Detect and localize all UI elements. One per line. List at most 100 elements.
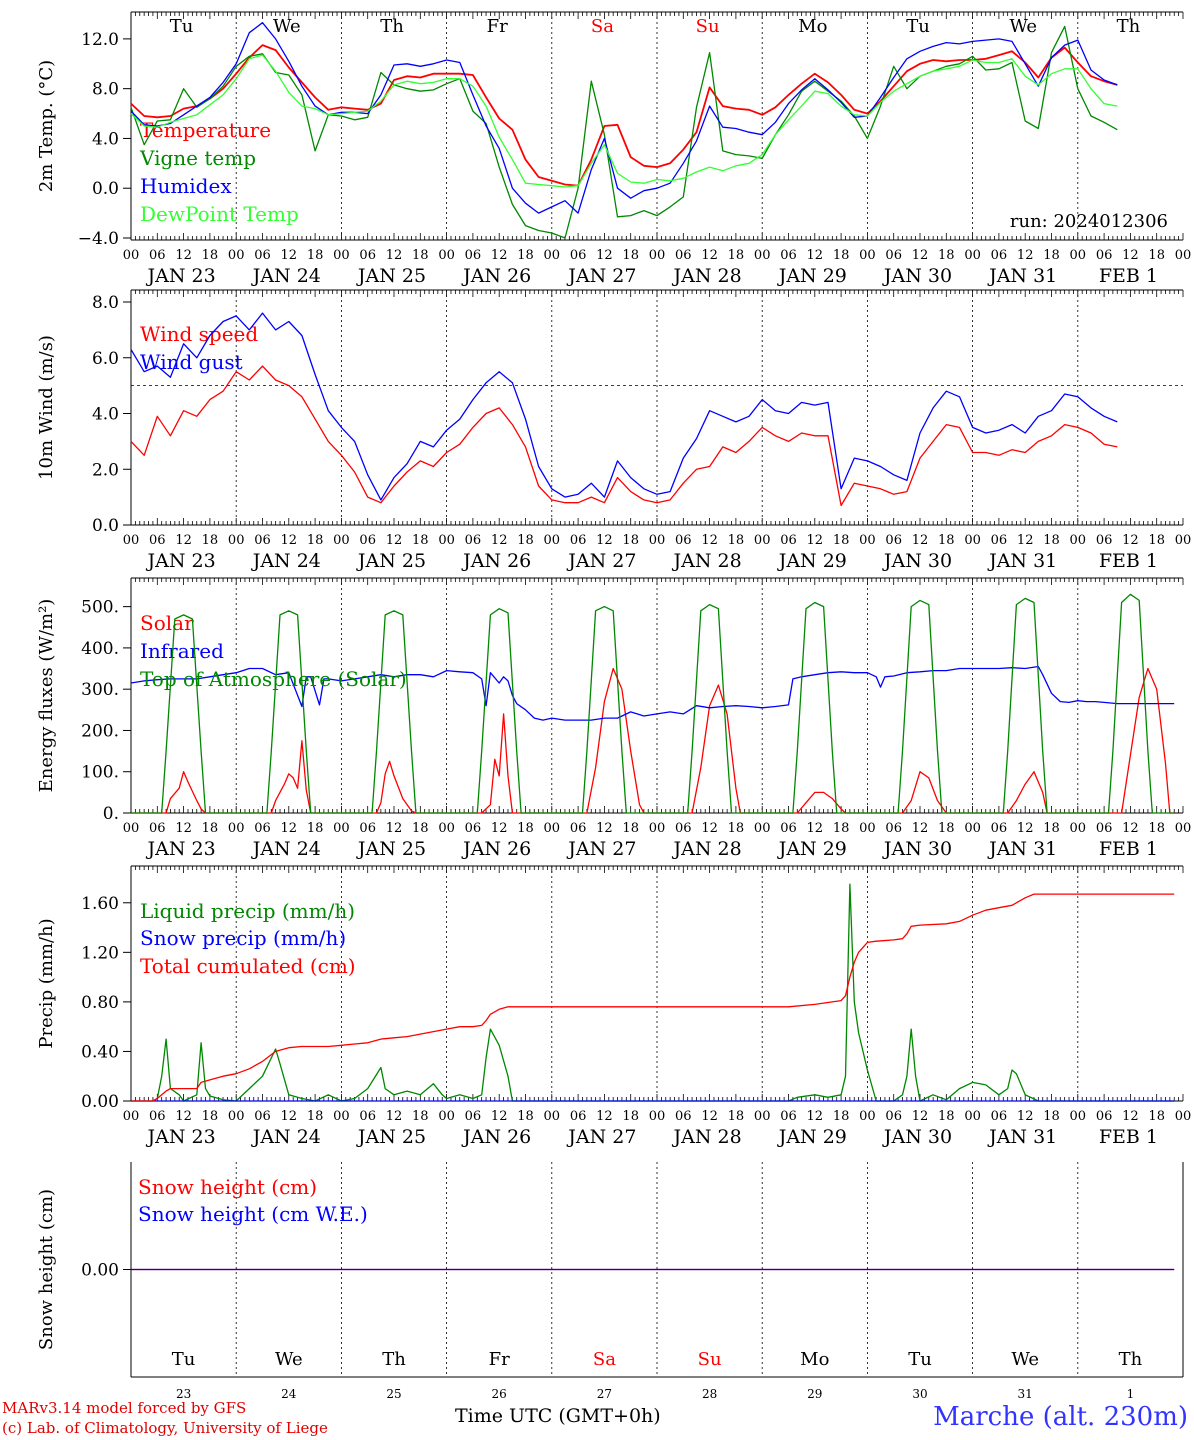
hour-tick-label: 06 [991,1109,1008,1124]
y-tick-label: 12.0 [81,30,119,50]
series-line-vigne-temp [130,25,1118,239]
date-label: JAN 31 [987,550,1057,572]
hour-tick-label: 00 [544,248,561,263]
hour-tick-label: 06 [1096,821,1113,836]
day-number-label: 1 [1127,1387,1135,1401]
hour-tick-label: 12 [491,1109,508,1124]
hour-tick-label: 18 [938,821,955,836]
hour-tick-label: 12 [491,248,508,263]
hour-tick-label: 12 [1017,248,1034,263]
y-tick-label: 8.0 [92,293,119,313]
hour-tick-label: 06 [570,248,587,263]
hour-tick-label: 06 [465,1109,482,1124]
day-abbr-label: We [273,16,301,37]
hour-tick-label: 00 [438,533,455,548]
hour-tick-label: 00 [754,1109,771,1124]
hour-tick-label: 12 [912,821,929,836]
hour-tick-label: 06 [359,533,376,548]
hour-tick-label: 00 [123,533,140,548]
hour-tick-label: 06 [780,1109,797,1124]
y-tick-label: 4.0 [92,405,119,425]
date-label: JAN 27 [566,265,636,287]
series-line-solar [131,667,1175,814]
hour-tick-label: 12 [807,248,824,263]
y-tick-label: 0.0 [92,179,119,199]
day-number-label: 31 [1018,1387,1033,1401]
date-label: JAN 30 [882,1126,952,1148]
day-number-label: 25 [386,1387,401,1401]
day-abbr-label: Mo [798,16,827,37]
date-label: JAN 23 [146,838,216,860]
date-label: JAN 31 [987,838,1057,860]
date-label: JAN 30 [882,838,952,860]
date-label: FEB 1 [1099,550,1158,572]
panel-precip: 00 06 12 18 00 06 12 18 00 06 12 18 00 06 12 18 00 06 12 18… [36,865,1191,1148]
date-label: JAN 27 [566,550,636,572]
hour-tick-label: 18 [728,248,745,263]
date-label: FEB 1 [1099,838,1158,860]
hour-tick-label: 06 [991,248,1008,263]
hour-tick-label: 06 [149,533,166,548]
date-label: JAN 25 [356,265,426,287]
hour-tick-label: 00 [438,248,455,263]
hour-tick-label: 18 [412,821,429,836]
hour-tick-label: 06 [359,1109,376,1124]
hour-tick-label: 06 [675,821,692,836]
hour-tick-label: 00 [228,821,245,836]
date-label: FEB 1 [1099,265,1158,287]
hour-tick-label: 18 [517,821,534,836]
hour-tick-label: 12 [386,821,403,836]
hour-tick-label: 18 [622,248,639,263]
credit-line-2: (c) Lab. of Climatology, University of L… [2,1419,328,1437]
hour-tick-label: 00 [333,248,350,263]
hour-tick-label: 12 [491,821,508,836]
hour-tick-label: 18 [622,821,639,836]
day-abbr-label: Sa [591,16,614,37]
hour-tick-label: 12 [175,248,192,263]
hour-tick-label: 06 [675,533,692,548]
date-label: JAN 25 [356,550,426,572]
hour-tick-label: 00 [544,821,561,836]
credit-line-1: MARv3.14 model forced by GFS [2,1399,247,1417]
hour-tick-label: 00 [964,533,981,548]
hour-tick-label: 12 [175,1109,192,1124]
hour-tick-label: 18 [833,1109,850,1124]
series-line-dewpoint-temp [130,54,1118,188]
legend-entry: Humidex [140,174,232,198]
hour-tick-label: 00 [333,533,350,548]
hour-tick-label: 06 [149,248,166,263]
hour-tick-label: 00 [1175,248,1192,263]
day-abbr-label: Th [380,16,404,37]
day-number-label: 28 [702,1387,717,1401]
date-label: JAN 26 [461,1126,531,1148]
hour-tick-label: 12 [701,533,718,548]
day-abbr-label: Th [1117,16,1141,37]
hour-tick-label: 12 [596,821,613,836]
hour-tick-label: 00 [964,248,981,263]
hour-tick-label: 00 [859,533,876,548]
series-line-liquid-precip-mm-h [131,883,1175,1102]
hour-tick-label: 00 [859,1109,876,1124]
hour-tick-label: 00 [333,1109,350,1124]
hour-tick-label: 12 [596,1109,613,1124]
y-tick-label: 2.0 [92,460,119,480]
hour-tick-label: 12 [1017,821,1034,836]
panel-wind: 00 06 12 18 00 06 12 18 00 06 12 18 00 06 12 18 00 06 12 18… [36,289,1191,572]
y-tick-label: 4.0 [92,129,119,149]
hour-tick-label: 12 [596,533,613,548]
y-axis-title: Precip (mm/h) [36,918,57,1048]
y-axis-title: Snow height (cm) [36,1189,57,1350]
hour-tick-label: 12 [701,821,718,836]
hour-tick-label: 00 [859,821,876,836]
date-label: JAN 28 [672,1126,742,1148]
hour-tick-label: 06 [254,533,271,548]
day-abbr-label: Th [382,1349,406,1370]
hour-tick-label: 12 [1122,821,1139,836]
hour-tick-label: 18 [202,821,219,836]
hour-tick-label: 18 [622,1109,639,1124]
hour-tick-label: 00 [1175,821,1192,836]
hour-tick-label: 06 [991,821,1008,836]
hour-tick-label: 12 [1122,248,1139,263]
date-label: JAN 27 [566,1126,636,1148]
hour-tick-label: 00 [754,248,771,263]
